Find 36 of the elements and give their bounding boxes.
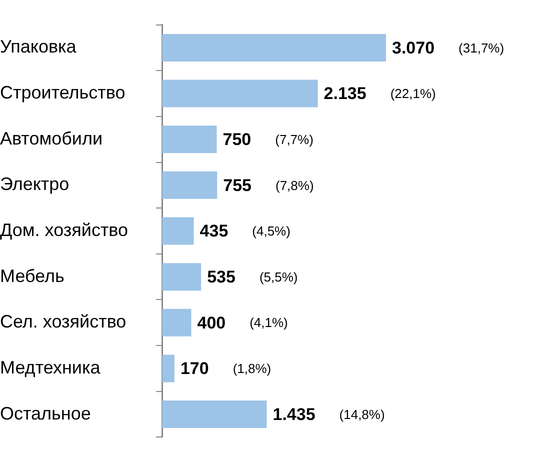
data-label: 3.070 bbox=[392, 38, 435, 58]
y-tick-label: Упаковка bbox=[0, 36, 78, 57]
annotation: (4,5%) bbox=[252, 224, 290, 239]
data-label: 755 bbox=[223, 176, 252, 195]
annotation: (7,7%) bbox=[275, 132, 314, 147]
bar bbox=[162, 263, 202, 291]
y-tick-label: Мебель bbox=[0, 266, 64, 286]
annotation: (1,8%) bbox=[232, 361, 272, 376]
data-label: 750 bbox=[222, 130, 252, 150]
y-tick-label: Электро bbox=[0, 174, 70, 194]
data-label: 400 bbox=[197, 313, 226, 332]
bar bbox=[162, 400, 267, 428]
y-tick-label: Автомобили bbox=[0, 128, 103, 148]
bar bbox=[162, 34, 386, 62]
data-label: 1.435 bbox=[272, 404, 316, 424]
annotation: (7,8%) bbox=[275, 178, 314, 193]
y-tick-label: Медтехника bbox=[0, 357, 102, 378]
y-tick-label: Сел. хозяйство bbox=[0, 312, 126, 332]
y-tick-label: Строительство bbox=[0, 82, 126, 102]
annotation: (5,5%) bbox=[259, 269, 298, 284]
data-label: 170 bbox=[180, 359, 209, 378]
y-tick-label: Остальное bbox=[0, 403, 91, 424]
y-tick-label: Дом. хозяйство bbox=[0, 220, 128, 240]
annotation: (4,1%) bbox=[250, 315, 288, 330]
annotation: (14,8%) bbox=[339, 406, 385, 422]
bar bbox=[162, 354, 174, 382]
data-label: 435 bbox=[200, 222, 228, 241]
data-label: 2.135 bbox=[324, 84, 366, 104]
data-label: 535 bbox=[207, 268, 236, 287]
bar bbox=[162, 171, 218, 199]
text: (31,7%) bbox=[458, 40, 504, 56]
bar bbox=[162, 80, 318, 108]
bar bbox=[162, 308, 192, 336]
text: (22,1%) bbox=[390, 86, 436, 102]
bar bbox=[162, 126, 217, 154]
bar bbox=[162, 217, 194, 245]
